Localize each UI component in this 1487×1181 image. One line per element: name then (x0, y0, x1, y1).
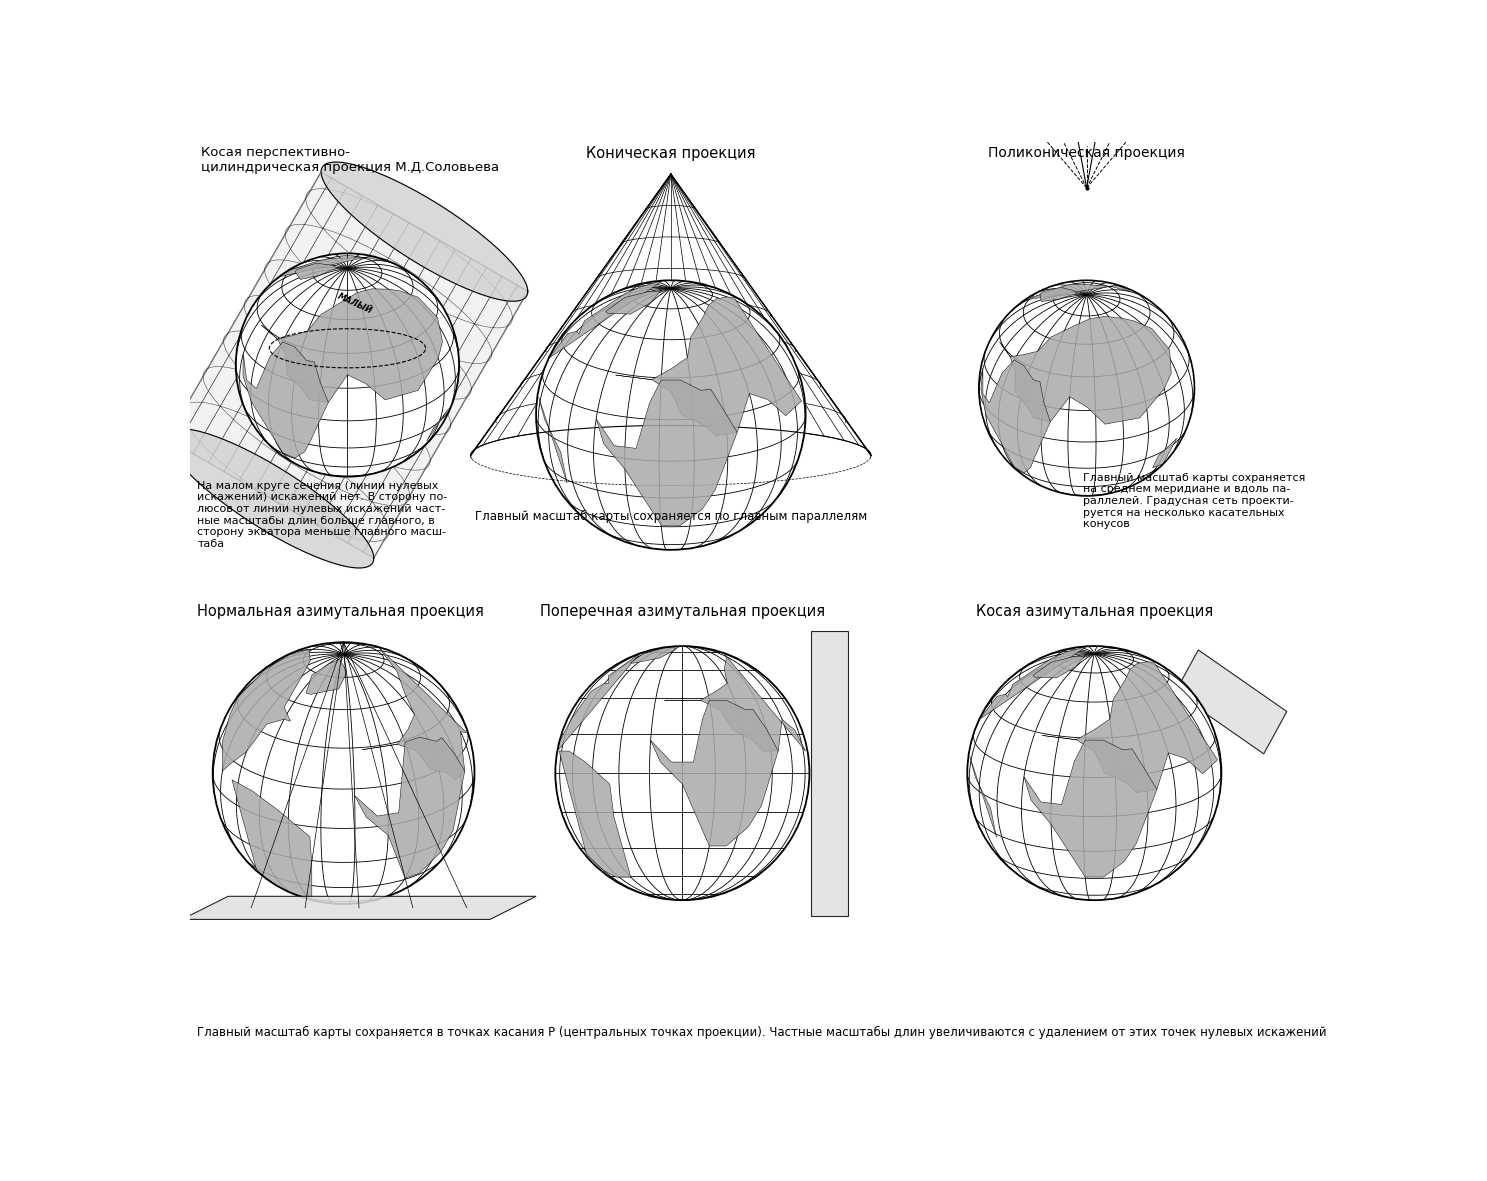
Polygon shape (1025, 740, 1157, 877)
Circle shape (978, 280, 1194, 496)
Polygon shape (354, 737, 465, 879)
Text: Косая азимутальная проекция: Косая азимутальная проекция (975, 603, 1213, 619)
Polygon shape (181, 896, 537, 920)
Circle shape (236, 254, 459, 477)
Polygon shape (167, 429, 373, 568)
Polygon shape (970, 756, 996, 837)
Polygon shape (538, 397, 567, 483)
Polygon shape (980, 646, 1087, 719)
Text: Косая перспективно-
цилиндрическая проекция М.Д.Соловьева: Косая перспективно- цилиндрическая проек… (201, 145, 500, 174)
Circle shape (537, 280, 806, 550)
Circle shape (213, 642, 474, 903)
Polygon shape (223, 650, 311, 771)
Polygon shape (294, 263, 338, 280)
Polygon shape (559, 751, 630, 877)
Text: Главный масштаб карты сохраняется
на среднем меридиане и вдоль па-
раллелей. Гра: Главный масштаб карты сохраняется на сре… (1083, 472, 1306, 529)
Polygon shape (630, 646, 675, 663)
Polygon shape (306, 659, 346, 694)
Polygon shape (321, 162, 528, 301)
Text: Главный масштаб карты сохраняется в точках касания Р (центральных точках проекци: Главный масштаб карты сохраняется в точк… (196, 1025, 1326, 1039)
Text: МАЛЫЙ: МАЛЫЙ (336, 292, 375, 315)
Polygon shape (596, 380, 738, 526)
Polygon shape (232, 779, 312, 899)
Polygon shape (1152, 438, 1176, 468)
Text: Поликоническая проекция: Поликоническая проекция (989, 145, 1185, 159)
Polygon shape (651, 700, 778, 846)
Text: На малом круге сечения (линии нулевых
искажений) искажений нет. В сторону по-
лю: На малом круге сечения (линии нулевых ис… (198, 481, 448, 548)
Polygon shape (167, 172, 528, 559)
Text: Нормальная азимутальная проекция: Нормальная азимутальная проекция (198, 603, 485, 619)
Polygon shape (616, 296, 801, 436)
Polygon shape (1033, 657, 1084, 678)
Polygon shape (665, 654, 806, 751)
Polygon shape (999, 317, 1172, 424)
Polygon shape (605, 291, 660, 314)
Polygon shape (262, 289, 443, 403)
Polygon shape (471, 174, 871, 456)
Polygon shape (277, 256, 387, 280)
Polygon shape (1175, 650, 1286, 753)
Text: Коническая проекция: Коническая проекция (586, 145, 755, 161)
Polygon shape (427, 409, 449, 441)
Polygon shape (810, 631, 848, 915)
Polygon shape (981, 360, 1050, 472)
Polygon shape (1025, 285, 1130, 300)
Polygon shape (549, 281, 663, 358)
Polygon shape (363, 647, 467, 779)
Text: Главный масштаб карты сохраняется по главным параллелям: Главный масштаб карты сохраняется по гла… (474, 510, 867, 523)
Polygon shape (1039, 287, 1078, 301)
Polygon shape (1042, 661, 1218, 792)
Circle shape (555, 646, 809, 900)
Text: Поперечная азимутальная проекция: Поперечная азимутальная проекция (540, 603, 825, 619)
Polygon shape (558, 654, 639, 751)
Polygon shape (242, 341, 329, 458)
Circle shape (967, 646, 1221, 900)
